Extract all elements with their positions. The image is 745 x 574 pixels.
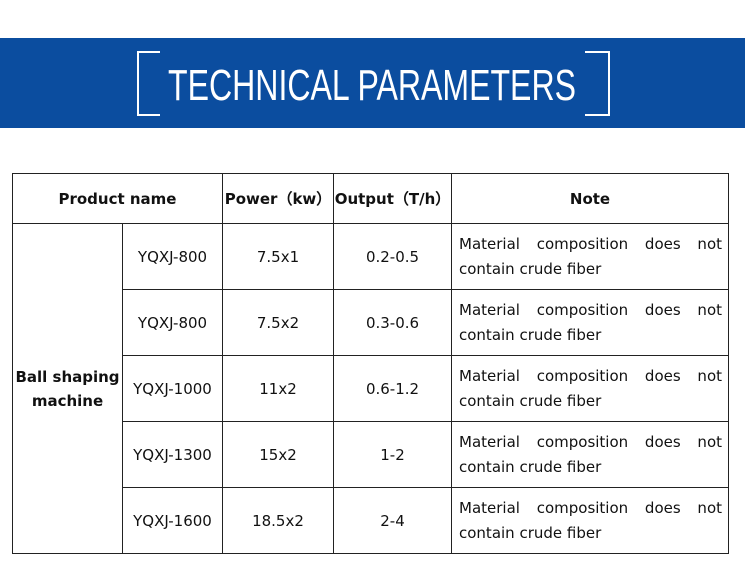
table-cell: YQXJ-800 xyxy=(122,223,223,290)
table-row: YQXJ-1000 11x2 0.6-1.2 Material composition… xyxy=(13,355,729,422)
title-banner: TECHNICAL PARAMETERS xyxy=(0,38,745,128)
group-cell: Ball shaping machine xyxy=(12,223,123,554)
header-cell: Output（T/h） xyxy=(333,173,452,224)
table-row: Ball shaping machine YQXJ-800 7.5x1 0.2-0.5… xyxy=(12,223,729,554)
table-cell: YQXJ-1000 xyxy=(122,355,223,422)
table-cell: 0.2-0.5 xyxy=(333,223,452,290)
table-cell: YQXJ-1600 xyxy=(122,487,223,554)
table-cell: 2-4 xyxy=(333,487,452,554)
table-cell: YQXJ-1300 xyxy=(122,421,223,488)
table-body: Ball shaping machine YQXJ-800 7.5x1 0.2-0.5… xyxy=(12,223,729,554)
note-cell: Material composition does not contain cr… xyxy=(451,487,729,554)
header-cell: Power（kw） xyxy=(222,173,334,224)
note-cell: Material composition does not contain cr… xyxy=(451,355,729,422)
note-cell: Material composition does not contain cr… xyxy=(451,289,729,356)
header-cell: Note xyxy=(451,173,729,224)
table-cell: 1-2 xyxy=(333,421,452,488)
table-cell: YQXJ-800 xyxy=(122,289,223,356)
right-bracket xyxy=(585,51,610,116)
table-cell: 15x2 xyxy=(222,421,334,488)
title-graphic: TECHNICAL PARAMETERS xyxy=(137,51,610,116)
table-cell: 11x2 xyxy=(222,355,334,422)
header-row: Product name Power（kw） Output（T/h） Note xyxy=(12,173,729,224)
header-cell: Product name xyxy=(12,173,223,224)
note-cell: Material composition does not contain cr… xyxy=(451,223,729,290)
note-cell: Material composition does not contain cr… xyxy=(451,421,729,488)
table-cell: 7.5x1 xyxy=(222,223,334,290)
table-cell: 0.3-0.6 xyxy=(333,289,452,356)
left-bracket xyxy=(137,51,160,116)
table-row: YQXJ-800 7.5x2 0.3-0.6 Material composition… xyxy=(13,289,729,356)
table-cell: 18.5x2 xyxy=(222,487,334,554)
table-cell: 0.6-1.2 xyxy=(333,355,452,422)
title: TECHNICAL PARAMETERS xyxy=(168,61,576,110)
parameters-table: Product name Power（kw） Output（T/h） Note … xyxy=(12,173,729,554)
table-row: YQXJ-1600 18.5x2 2-4 Material composition d… xyxy=(13,487,729,554)
table-cell: 7.5x2 xyxy=(222,289,334,356)
